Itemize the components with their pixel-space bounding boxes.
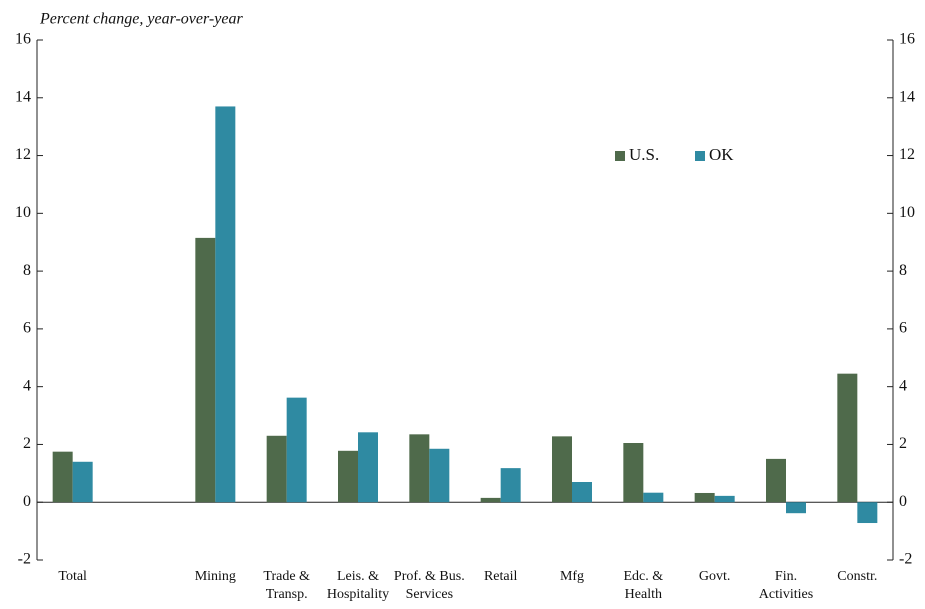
bar <box>52 451 73 503</box>
legend-label: U.S. <box>629 145 659 164</box>
y-tick-label: 2 <box>23 435 31 452</box>
x-tick-label: Mfg <box>560 569 584 584</box>
x-tick-label: Fin. Activities <box>759 569 813 602</box>
x-tick-label: Total <box>58 569 87 584</box>
y-tick-label: 4 <box>23 377 31 394</box>
y2-tick-label: 4 <box>899 377 907 394</box>
bar <box>286 397 307 503</box>
y2-tick-label: 12 <box>899 146 915 163</box>
bar <box>338 450 358 503</box>
bar <box>857 502 878 524</box>
y2-tick-label: 14 <box>899 88 915 105</box>
y-tick-label: 12 <box>15 146 31 163</box>
x-tick-label: Edc. & Health <box>624 569 664 602</box>
y-tick-label: 14 <box>15 88 31 105</box>
y-tick-label: 10 <box>15 204 31 221</box>
y2-tick-label: 6 <box>899 320 907 337</box>
x-tick-label: Leis. & Hospitality <box>327 569 389 602</box>
bar <box>429 448 450 503</box>
legend-label: OK <box>709 145 734 164</box>
x-tick-label: Constr. <box>837 569 877 584</box>
y2-tick-label: -2 <box>899 551 912 568</box>
bar <box>643 492 664 503</box>
bar <box>786 502 806 514</box>
bar <box>837 373 858 503</box>
bar <box>552 436 572 503</box>
y2-tick-label: 2 <box>899 435 907 452</box>
y-axis-title: Percent change, year-over-year <box>39 11 243 28</box>
x-tick-label: Mining <box>195 569 236 584</box>
bar <box>409 434 430 503</box>
bar <box>72 461 93 503</box>
bar <box>195 237 216 503</box>
legend-swatch <box>615 151 625 161</box>
x-tick-label: Retail <box>484 569 518 584</box>
y-tick-label: -2 <box>18 551 31 568</box>
bar <box>714 495 735 503</box>
bar <box>694 492 715 503</box>
x-tick-label: Govt. <box>699 569 731 584</box>
y2-tick-label: 0 <box>899 493 907 510</box>
y2-tick-label: 8 <box>899 262 907 279</box>
bar <box>215 106 236 503</box>
bar <box>358 432 378 503</box>
bar <box>766 458 786 503</box>
bar <box>500 468 521 503</box>
legend-swatch <box>695 151 705 161</box>
bar <box>266 435 287 503</box>
y2-tick-label: 16 <box>899 31 915 48</box>
y-tick-label: 6 <box>23 320 31 337</box>
x-tick-label: Trade & Transp. <box>263 569 310 602</box>
bar <box>480 497 501 503</box>
y-tick-label: 0 <box>23 493 31 510</box>
bar <box>572 482 592 503</box>
y-tick-label: 16 <box>15 31 31 48</box>
y2-tick-label: 10 <box>899 204 915 221</box>
x-tick-label: Prof. & Bus. Services <box>394 569 465 602</box>
y-tick-label: 8 <box>23 262 31 279</box>
bar <box>623 443 644 503</box>
